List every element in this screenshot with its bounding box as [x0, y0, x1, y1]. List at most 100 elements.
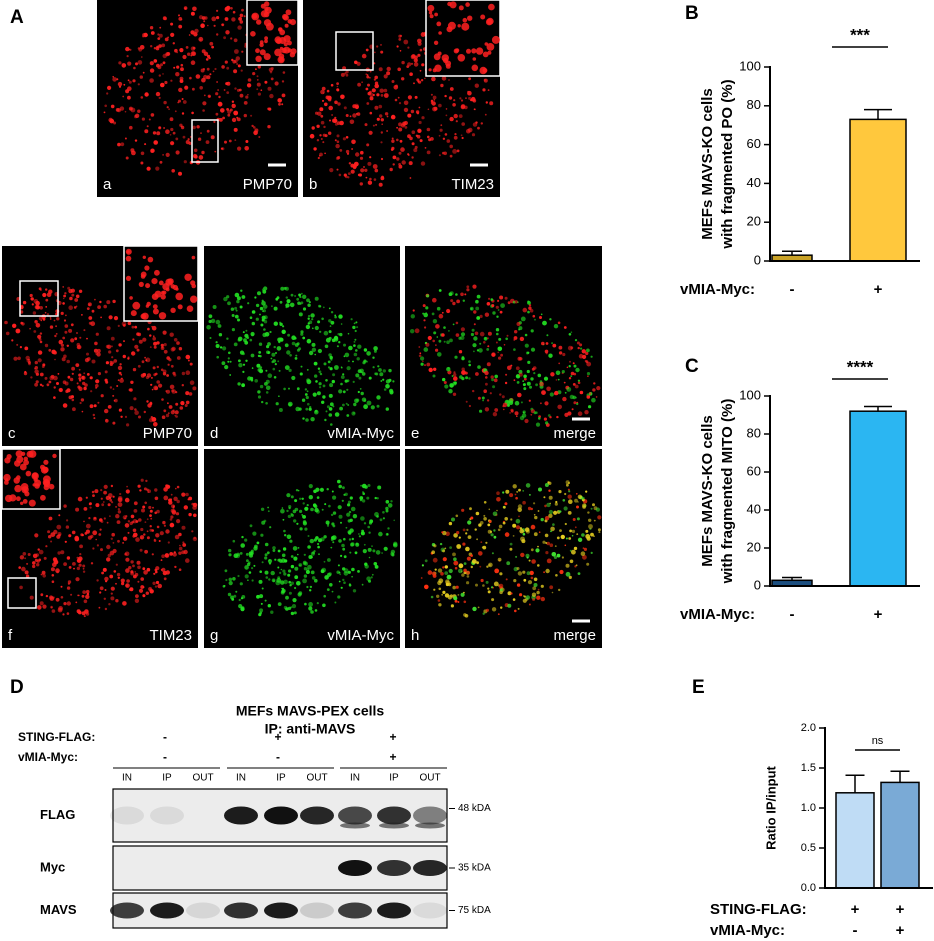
signal-dot — [178, 568, 182, 571]
signal-dot — [556, 415, 559, 419]
signal-dot — [264, 39, 268, 44]
signal-dot — [173, 551, 176, 554]
signal-dot — [270, 357, 273, 360]
signal-dot — [370, 576, 373, 579]
signal-dot — [484, 337, 487, 340]
signal-dot — [385, 506, 389, 511]
signal-dot — [496, 491, 500, 496]
signal-dot — [13, 477, 20, 484]
signal-dot — [279, 322, 283, 326]
signal-dot — [342, 390, 346, 394]
signal-dot — [349, 551, 352, 554]
signal-dot — [78, 289, 83, 293]
signal-dot — [243, 101, 248, 105]
signal-dot — [115, 582, 117, 585]
signal-dot — [421, 63, 425, 67]
signal-dot — [55, 312, 58, 316]
signal-dot — [260, 3, 266, 9]
signal-dot — [129, 587, 134, 592]
category-label: + — [874, 281, 883, 298]
signal-dot — [311, 126, 315, 130]
signal-dot — [426, 127, 431, 132]
signal-dot — [82, 381, 86, 386]
signal-dot — [591, 397, 596, 403]
signal-dot — [64, 381, 69, 386]
signal-dot — [368, 376, 372, 380]
signal-dot — [293, 556, 298, 561]
signal-dot — [346, 366, 351, 371]
condition-label: - — [276, 750, 280, 764]
signal-dot — [497, 528, 501, 532]
signal-dot — [121, 377, 123, 380]
signal-dot — [310, 417, 315, 422]
signal-dot — [360, 168, 365, 173]
signal-dot — [505, 489, 510, 494]
error-bar — [782, 576, 802, 581]
signal-dot — [419, 69, 422, 72]
signal-dot — [527, 300, 530, 303]
signal-dot — [450, 604, 454, 608]
signal-dot — [432, 557, 438, 563]
signal-dot — [593, 519, 596, 522]
signal-dot — [158, 74, 161, 77]
signal-dot — [314, 296, 319, 301]
signal-dot — [244, 146, 249, 151]
signal-dot — [571, 549, 576, 555]
signal-dot — [369, 96, 374, 101]
signal-dot — [87, 302, 92, 307]
signal-dot — [345, 149, 350, 154]
signal-dot — [142, 32, 147, 38]
signal-dot — [386, 130, 388, 132]
signal-dot — [53, 350, 57, 355]
signal-dot — [259, 384, 264, 389]
signal-dot — [484, 370, 489, 376]
signal-dot — [444, 547, 447, 550]
signal-dot — [169, 522, 175, 528]
signal-dot — [84, 609, 89, 614]
signal-dot — [233, 69, 238, 74]
category-label: - — [790, 606, 795, 623]
signal-dot — [347, 503, 351, 507]
signal-dot — [359, 499, 363, 502]
signal-dot — [313, 538, 317, 542]
signal-dot — [154, 511, 157, 515]
signal-dot — [345, 136, 349, 139]
signal-dot — [486, 348, 490, 351]
signal-dot — [130, 560, 134, 564]
signal-dot — [132, 564, 135, 568]
signal-dot — [479, 314, 483, 318]
signal-dot — [33, 330, 37, 333]
signal-dot — [470, 332, 474, 337]
signal-dot — [71, 398, 75, 402]
signal-dot — [175, 487, 177, 490]
signal-dot — [98, 606, 101, 609]
signal-dot — [116, 572, 121, 577]
signal-dot — [50, 606, 53, 609]
signal-dot — [234, 87, 237, 90]
signal-dot — [532, 598, 536, 601]
signal-dot — [408, 161, 413, 166]
signal-dot — [157, 33, 160, 36]
signal-dot — [308, 555, 313, 559]
signal-dot — [424, 364, 426, 367]
signal-dot — [345, 73, 349, 77]
signal-dot — [139, 489, 142, 492]
signal-dot — [361, 529, 364, 533]
image-letter: d — [210, 425, 218, 442]
signal-dot — [153, 59, 158, 63]
signal-dot — [419, 352, 422, 355]
signal-dot — [189, 380, 195, 386]
signal-dot — [319, 152, 323, 157]
signal-dot — [585, 490, 588, 493]
signal-dot — [352, 589, 357, 593]
signal-dot — [571, 529, 576, 534]
signal-dot — [142, 594, 146, 598]
signal-dot — [191, 502, 195, 506]
signal-dot — [308, 350, 314, 356]
signal-dot — [170, 141, 175, 146]
signal-dot — [4, 320, 8, 325]
signal-dot — [373, 51, 376, 54]
signal-dot — [150, 517, 153, 520]
signal-dot — [286, 509, 289, 513]
signal-dot — [369, 177, 372, 181]
